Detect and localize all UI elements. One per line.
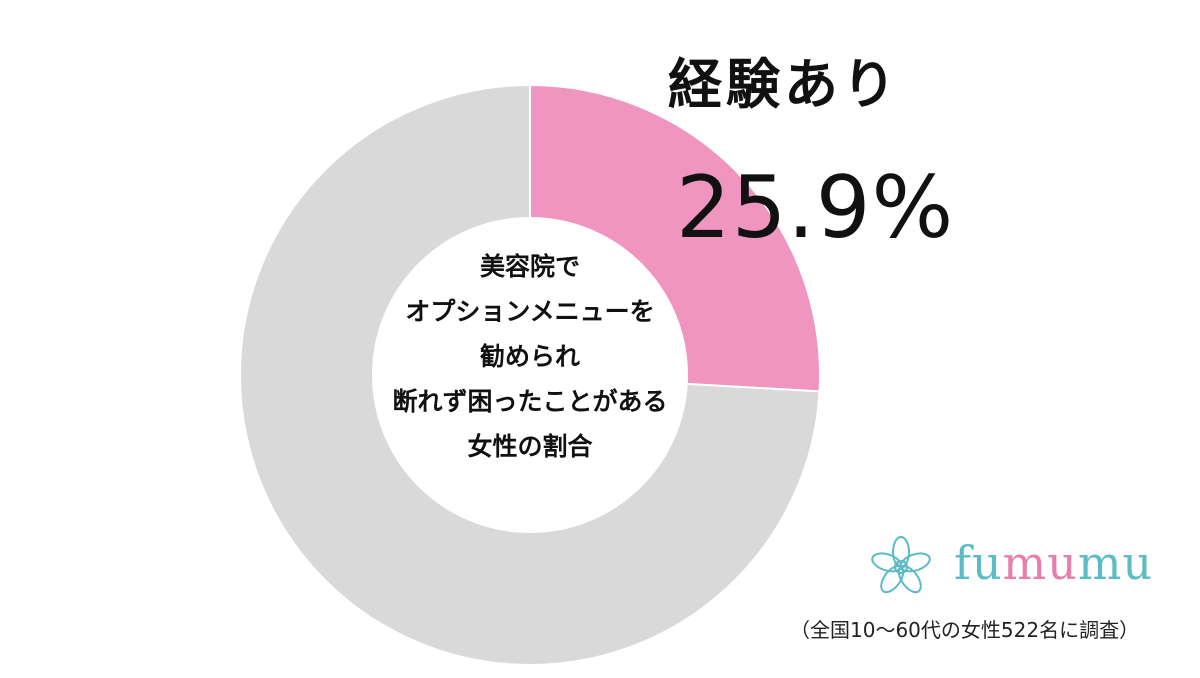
- fumumu-logo: fumumu: [868, 534, 1168, 604]
- center-label-line-5: 女性の割合: [467, 432, 593, 461]
- flower-logo-icon: [871, 536, 931, 594]
- survey-note: （全国10〜60代の女性522名に調査）: [790, 618, 1140, 642]
- donut-slice-2: [239, 83, 821, 666]
- center-label-line-1: 美容院で: [479, 252, 580, 281]
- brand-name-part-3: mu: [1077, 536, 1154, 590]
- highlight-value-label: 25.9%: [676, 158, 955, 258]
- brand-name: fumumu: [954, 536, 1153, 590]
- center-label-line-2: オプションメニューを: [405, 297, 655, 326]
- highlight-category-label: 経験あり: [668, 53, 900, 116]
- center-label-line-3: 勧められ: [479, 342, 580, 371]
- brand-name-part-2: mu: [1002, 536, 1078, 590]
- donut-slice-1: [529, 83, 821, 393]
- brand-name-part-1: fu: [954, 536, 1003, 590]
- center-label-line-4: 断れず困ったことがある: [392, 387, 668, 416]
